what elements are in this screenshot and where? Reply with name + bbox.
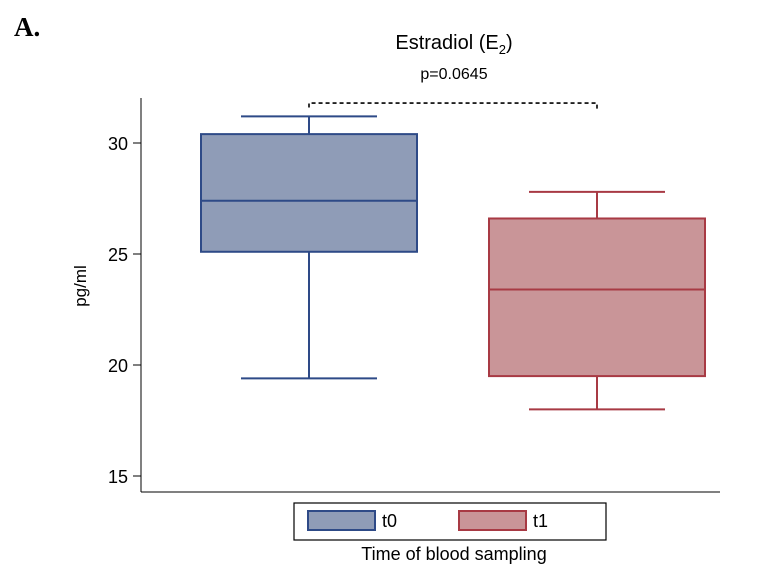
chart-title: Estradiol (E2) — [395, 32, 512, 57]
box-t0 — [200, 115, 418, 380]
y-tick-label: 30 — [108, 134, 128, 154]
significance-bracket — [308, 102, 598, 110]
chart-title-subscript: 2 — [499, 42, 506, 57]
box-body — [488, 217, 706, 378]
chart-title-suffix: ) — [506, 32, 513, 54]
y-tick-label: 20 — [108, 356, 128, 376]
panel-label: A. — [14, 12, 40, 42]
p-value-annotation: p=0.0645 — [420, 66, 487, 83]
box-body — [200, 133, 418, 253]
box-t1 — [488, 190, 706, 411]
legend-label-t0: t0 — [382, 511, 397, 531]
x-axis-label: Time of blood sampling — [361, 544, 546, 564]
plot-area: 15 20 25 30 — [108, 98, 720, 493]
chart-title-main: Estradiol (E — [395, 32, 498, 54]
y-tick-label: 15 — [108, 467, 128, 487]
legend-swatch-t0 — [307, 510, 376, 531]
legend-label-t1: t1 — [533, 511, 548, 531]
y-axis-label: pg/ml — [71, 265, 90, 307]
legend-swatch-t1 — [458, 510, 527, 531]
legend: t0 t1 — [293, 502, 607, 541]
y-tick-label: 25 — [108, 245, 128, 265]
